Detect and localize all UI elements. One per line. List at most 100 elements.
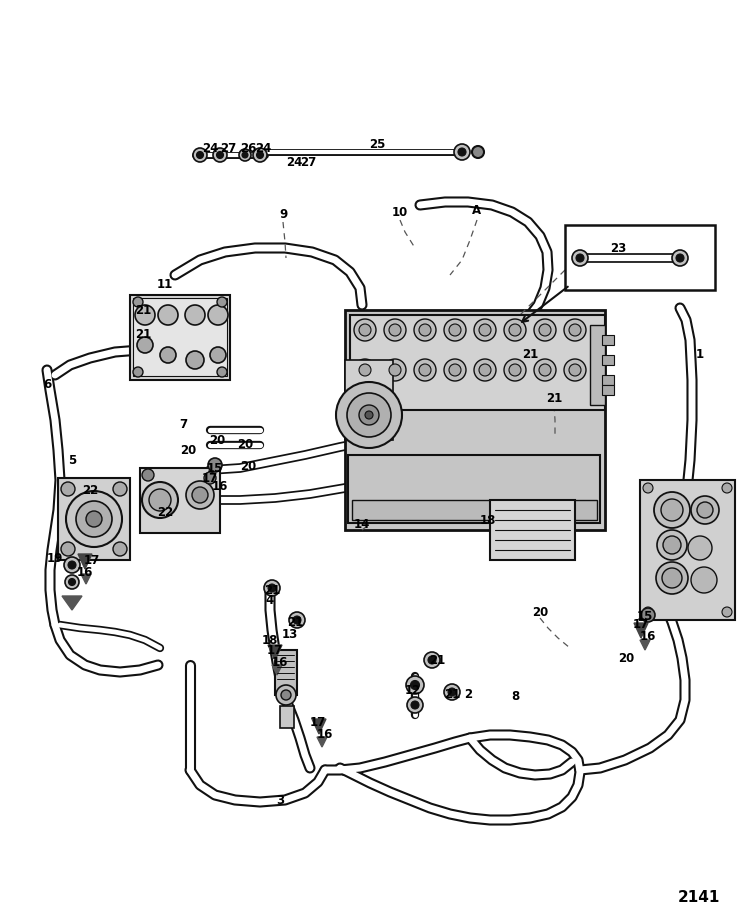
Text: 20: 20 (532, 605, 548, 618)
Polygon shape (78, 554, 92, 569)
Circle shape (389, 324, 401, 336)
Polygon shape (640, 640, 650, 650)
Circle shape (347, 393, 391, 437)
Polygon shape (312, 719, 326, 734)
Circle shape (662, 568, 682, 588)
Circle shape (419, 364, 431, 376)
Text: 25: 25 (369, 138, 386, 151)
Circle shape (359, 364, 371, 376)
Circle shape (534, 359, 556, 381)
Text: 20: 20 (240, 461, 256, 473)
Circle shape (217, 297, 227, 307)
Circle shape (444, 319, 466, 341)
Circle shape (509, 364, 521, 376)
Circle shape (142, 469, 154, 481)
Circle shape (336, 382, 402, 448)
Text: 20: 20 (180, 443, 196, 457)
Text: 22: 22 (82, 484, 98, 497)
Circle shape (208, 305, 228, 325)
Text: 16: 16 (272, 656, 288, 669)
Text: 17: 17 (310, 716, 326, 729)
Polygon shape (62, 596, 82, 610)
Circle shape (672, 250, 688, 266)
Circle shape (137, 337, 153, 353)
Text: 7: 7 (179, 418, 187, 431)
Circle shape (504, 359, 526, 381)
Text: 13: 13 (282, 629, 298, 641)
Circle shape (479, 324, 491, 336)
Circle shape (697, 502, 713, 518)
Circle shape (641, 608, 655, 622)
Circle shape (454, 144, 470, 160)
Text: 2141: 2141 (678, 890, 720, 905)
Circle shape (276, 685, 296, 705)
Circle shape (186, 481, 214, 509)
Circle shape (444, 684, 460, 700)
Circle shape (643, 607, 653, 617)
Text: 14: 14 (354, 519, 370, 532)
Bar (602, 355, 614, 365)
Circle shape (192, 487, 208, 503)
Text: 21: 21 (429, 653, 445, 666)
Circle shape (411, 701, 419, 709)
Circle shape (217, 151, 223, 159)
Text: 21: 21 (444, 689, 460, 701)
Text: 18: 18 (262, 633, 278, 646)
Circle shape (354, 319, 376, 341)
Text: 16: 16 (211, 481, 228, 494)
Bar (590, 325, 605, 405)
Circle shape (354, 359, 376, 381)
Text: 17: 17 (202, 472, 218, 485)
Bar (275, 650, 297, 695)
Circle shape (564, 319, 586, 341)
Circle shape (268, 584, 276, 592)
Circle shape (359, 324, 371, 336)
Circle shape (365, 411, 373, 419)
Circle shape (196, 151, 203, 159)
Bar (345, 310, 605, 530)
Circle shape (65, 575, 79, 589)
Circle shape (76, 501, 112, 537)
Text: 21: 21 (286, 617, 303, 629)
Circle shape (384, 359, 406, 381)
Text: 27: 27 (300, 157, 316, 170)
Circle shape (722, 483, 732, 493)
Text: 21: 21 (546, 391, 562, 404)
Circle shape (281, 690, 291, 700)
Bar (345, 360, 393, 440)
Bar (602, 335, 614, 345)
Text: 21: 21 (522, 349, 538, 362)
Circle shape (133, 297, 143, 307)
Circle shape (193, 148, 207, 162)
Circle shape (479, 364, 491, 376)
Circle shape (414, 359, 436, 381)
Text: 18: 18 (480, 513, 496, 526)
Circle shape (657, 530, 687, 560)
Bar (565, 225, 715, 290)
Text: 23: 23 (610, 242, 626, 255)
Circle shape (576, 254, 584, 262)
Circle shape (676, 254, 684, 262)
Text: 24: 24 (202, 141, 218, 154)
Bar (490, 500, 575, 560)
Circle shape (213, 148, 227, 162)
Circle shape (256, 151, 263, 159)
Text: 16: 16 (76, 567, 93, 580)
Text: 10: 10 (392, 207, 408, 220)
Circle shape (424, 652, 440, 668)
Circle shape (722, 607, 732, 617)
Circle shape (239, 149, 251, 161)
Text: 21: 21 (135, 304, 151, 317)
Circle shape (185, 305, 205, 325)
Circle shape (449, 324, 461, 336)
Circle shape (133, 367, 143, 377)
Circle shape (643, 483, 653, 493)
Circle shape (359, 405, 379, 425)
Circle shape (474, 359, 496, 381)
Text: 15: 15 (207, 462, 224, 474)
Text: 24: 24 (286, 157, 302, 170)
Circle shape (572, 250, 588, 266)
Circle shape (86, 511, 102, 527)
Bar (133, 298, 227, 376)
Circle shape (66, 491, 122, 547)
